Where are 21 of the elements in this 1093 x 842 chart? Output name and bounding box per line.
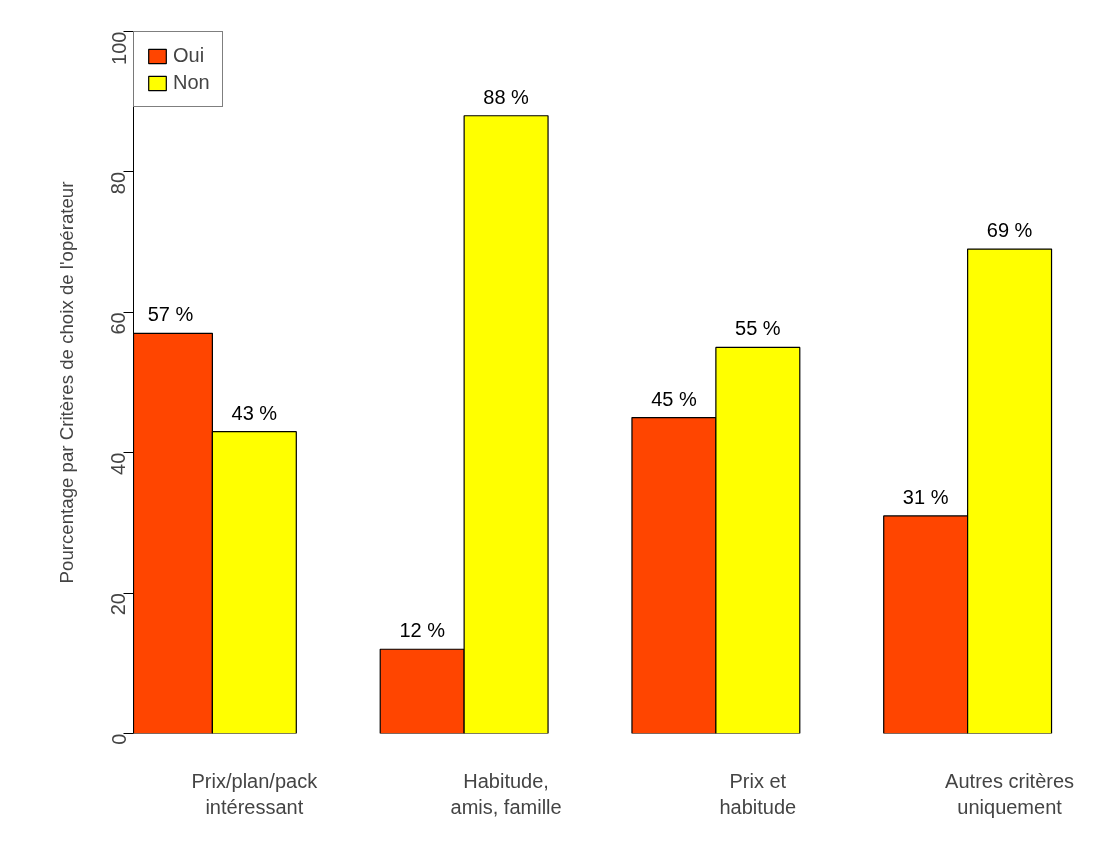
y-tick-label: 100 [107, 31, 130, 65]
legend-label: Oui [173, 44, 205, 67]
data-label: 55 % [735, 317, 781, 340]
x-tick-label: Prix/plan/pack intéressant [191, 769, 319, 818]
x-tick-label: Prix et habitude [719, 769, 797, 818]
data-label: 31 % [902, 485, 949, 508]
y-tick-label: 40 [107, 452, 130, 475]
x-tick-label: Autres critères uniquement [945, 769, 1075, 818]
x-tick-label: Habitude, amis, famille [450, 769, 562, 818]
data-label: 88 % [483, 85, 530, 108]
y-tick-label: 80 [107, 171, 130, 195]
data-label: 45 % [651, 387, 697, 410]
y-tick-label: 0 [107, 733, 130, 745]
legend-label: Non [173, 71, 210, 94]
data-label: 69 % [986, 219, 1033, 242]
y-tick-label: 20 [107, 593, 130, 616]
data-label: 43 % [231, 401, 278, 424]
y-tick-label: 60 [107, 312, 130, 335]
data-label: 12 % [399, 619, 446, 642]
data-label: 57 % [147, 303, 194, 326]
y-axis-title: Pourcentage par Critères de choix de l'opérateur [55, 181, 77, 584]
